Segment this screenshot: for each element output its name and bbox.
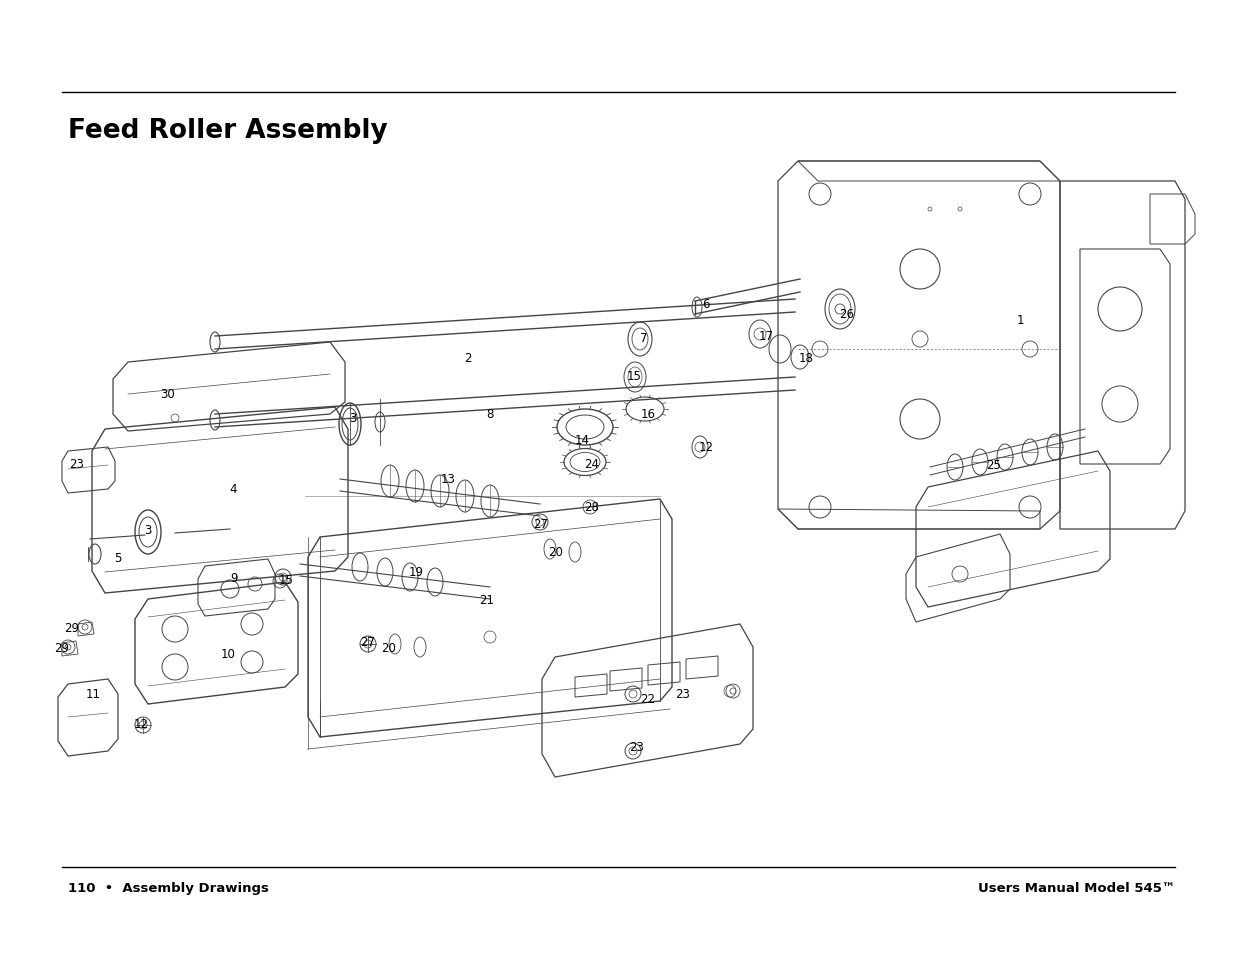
Text: 23: 23 [630, 740, 645, 754]
Text: 17: 17 [758, 330, 773, 343]
Text: 13: 13 [441, 473, 456, 486]
Text: 27: 27 [534, 518, 548, 531]
Text: 3: 3 [350, 411, 357, 424]
Text: 11: 11 [85, 688, 100, 700]
Text: 12: 12 [133, 718, 148, 731]
Text: 15: 15 [626, 370, 641, 383]
Text: 16: 16 [641, 408, 656, 421]
Text: Users Manual Model 545™: Users Manual Model 545™ [978, 882, 1174, 894]
Text: 10: 10 [221, 648, 236, 660]
Text: 2: 2 [464, 351, 472, 364]
Text: 1: 1 [1016, 314, 1024, 326]
Text: 8: 8 [487, 408, 494, 421]
Text: 20: 20 [382, 640, 396, 654]
Text: 26: 26 [840, 308, 855, 321]
Text: 5: 5 [115, 551, 122, 564]
Text: 22: 22 [641, 693, 656, 706]
Text: 18: 18 [799, 351, 814, 364]
Text: 19: 19 [409, 565, 424, 578]
Text: 30: 30 [161, 388, 175, 401]
Text: 25: 25 [987, 459, 1002, 472]
Text: 110  •  Assembly Drawings: 110 • Assembly Drawings [68, 882, 269, 894]
Text: 29: 29 [64, 620, 79, 634]
Text: 21: 21 [479, 593, 494, 606]
Text: 9: 9 [230, 571, 238, 584]
Text: 15: 15 [279, 573, 294, 586]
Text: 6: 6 [703, 298, 710, 312]
Text: 3: 3 [144, 523, 152, 536]
Text: 23: 23 [676, 688, 690, 700]
Text: 20: 20 [548, 546, 563, 558]
Text: 23: 23 [69, 458, 84, 471]
Text: 12: 12 [699, 441, 714, 454]
Text: 24: 24 [584, 458, 599, 471]
Text: 29: 29 [54, 640, 69, 654]
Text: 28: 28 [584, 501, 599, 514]
Text: 14: 14 [574, 433, 589, 446]
Text: 4: 4 [230, 483, 237, 496]
Text: 7: 7 [640, 331, 647, 344]
Text: Feed Roller Assembly: Feed Roller Assembly [68, 118, 388, 144]
Text: 27: 27 [361, 636, 375, 649]
